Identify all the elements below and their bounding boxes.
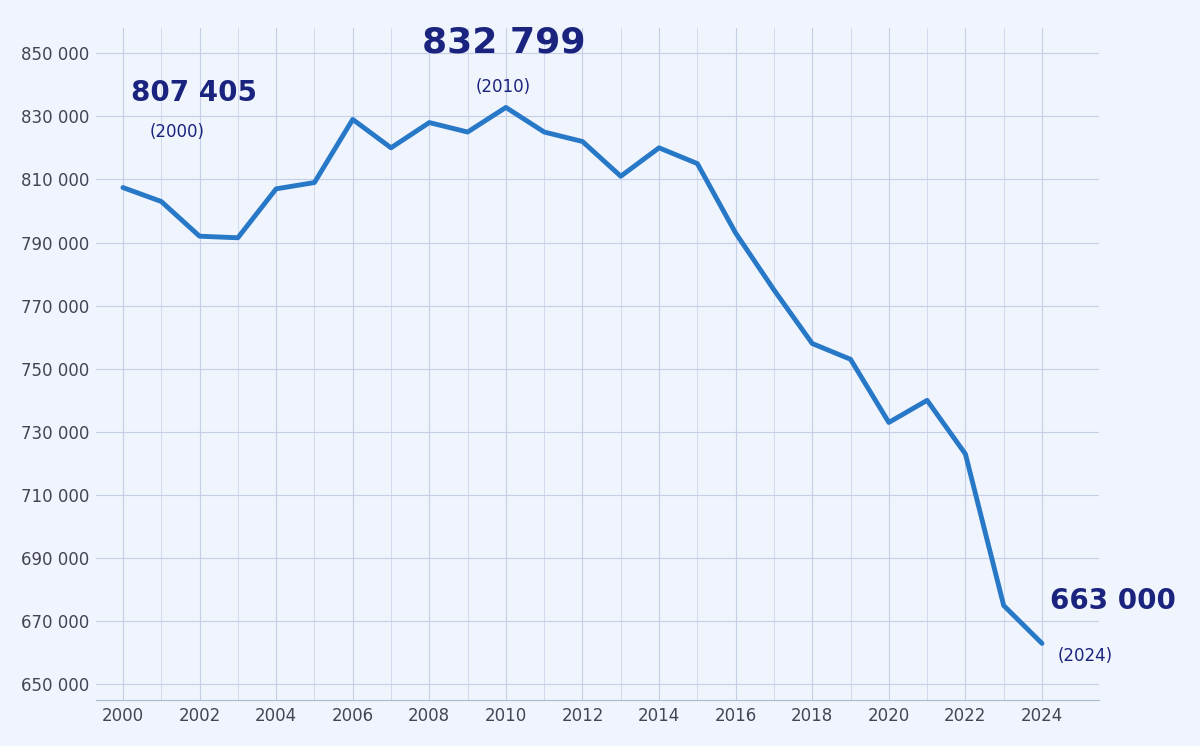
Text: 832 799: 832 799 (421, 25, 586, 60)
Text: (2010): (2010) (475, 78, 530, 96)
Text: (2000): (2000) (150, 122, 205, 140)
Text: (2024): (2024) (1057, 647, 1112, 665)
Text: 807 405: 807 405 (131, 79, 257, 107)
Text: 663 000: 663 000 (1050, 587, 1176, 615)
